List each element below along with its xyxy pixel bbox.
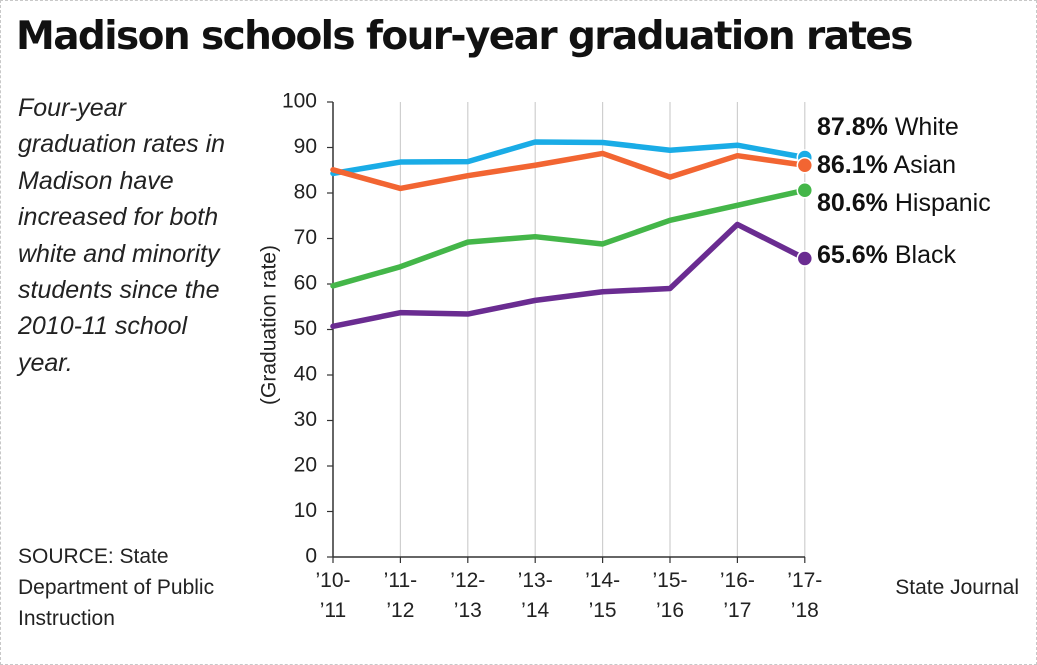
x-tick-label: ’15-’16 [652,569,687,622]
gridlines [399,102,806,557]
x-tick-labels: ’10-’11 ’11-’12 ’12-’13 ’13-’14 ’14-’15 ’15-’… [315,557,822,622]
y-tick-label: 20 [294,454,317,477]
series-label-hispanic: 80.6% Hispanic [817,189,991,217]
y-tick-label: 70 [294,226,317,249]
series-label-black: 65.6% Black [817,241,956,269]
y-tick-label: 40 [294,363,317,386]
y-tick-labels: 0 10 20 30 40 50 60 70 80 90 100 [282,90,333,568]
y-tick-label: 0 [305,545,317,568]
series-label-asian: 86.1% Asian [817,151,956,179]
y-axis-label: (Graduation rate) [258,245,281,405]
y-tick-label: 90 [294,135,317,158]
y-tick-label: 30 [294,408,317,431]
series-end-dot-black [796,250,814,267]
series-line-hispanic [330,187,808,289]
series-line-black [330,221,808,330]
x-tick-label: ’16-’17 [720,569,755,622]
x-tick-label: ’12-’13 [450,569,485,622]
x-tick-label: ’17-’18 [787,569,822,622]
y-tick-label: 100 [282,90,317,113]
x-tick-label: ’11-’12 [384,569,417,622]
series-end-labels: 87.8% White 86.1% Asian 80.6% Hispanic 65.6… [817,113,991,269]
x-tick-label: ’14-’15 [585,569,620,622]
x-tick-label: ’10-’11 [315,569,350,622]
series-end-dot-asian [796,156,814,174]
credit-note: State Journal [895,576,1019,599]
y-tick-label: 10 [294,499,317,522]
series-line-asian [330,150,808,192]
series-label-white: 87.8% White [817,113,959,141]
series-end-dot-hispanic [796,182,814,199]
source-note: SOURCE: State Department of Public Instr… [18,545,215,630]
x-tick-label: ’13-’14 [518,569,553,622]
y-tick-label: 50 [294,317,317,340]
series-line-white [330,139,808,177]
chart-description: Four-year graduation rates in Madison ha… [18,94,226,377]
series-lines [330,139,814,330]
chart-title: Madison schools four-year graduation rat… [16,14,913,59]
axes [332,102,805,558]
y-tick-label: 80 [294,181,317,204]
y-tick-label: 60 [294,272,317,295]
